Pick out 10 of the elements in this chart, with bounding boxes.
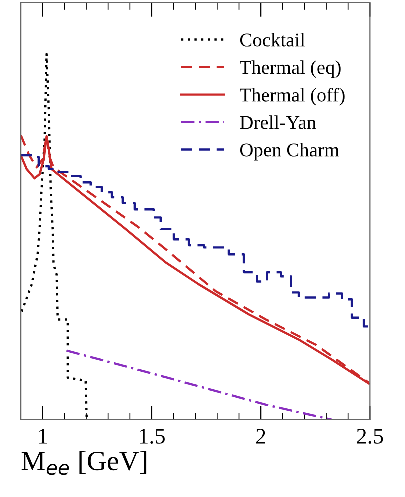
legend-label: Thermal (eq) <box>240 60 341 78</box>
x-tick-label: 2.5 <box>357 429 384 444</box>
x-tick-label: 1.5 <box>140 429 165 444</box>
legend-label: Drell-Yan <box>240 116 316 130</box>
legend-label: Cocktail <box>240 33 306 47</box>
legend-label: Open Charm <box>240 143 340 161</box>
legend-label: Thermal (off) <box>240 88 345 106</box>
x-tick-label: 1 <box>39 429 48 444</box>
x-tick-label: 2 <box>256 429 266 444</box>
x-axis-title: M$_{ee}$ [GeV] <box>22 451 147 476</box>
